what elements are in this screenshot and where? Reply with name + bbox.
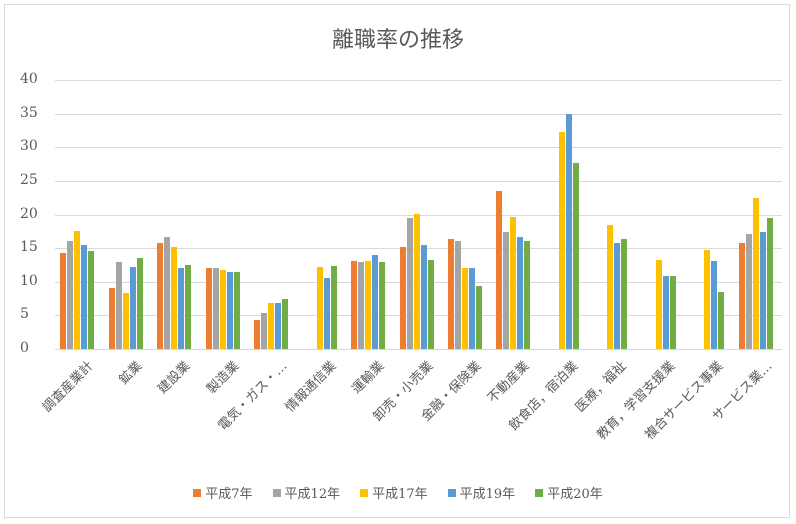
bar[interactable] (330, 265, 337, 349)
y-tick-label: 35 (20, 104, 38, 121)
bar[interactable] (81, 244, 88, 349)
bar[interactable] (413, 213, 420, 349)
gridline (55, 349, 782, 350)
legend-label: 平成19年 (459, 487, 516, 502)
bar[interactable] (759, 231, 766, 349)
bar[interactable] (226, 272, 233, 349)
bar[interactable] (365, 260, 372, 349)
bar[interactable] (115, 262, 122, 349)
y-tick-label: 40 (20, 71, 38, 87)
bar[interactable] (420, 244, 427, 349)
bar[interactable] (655, 260, 662, 349)
bar[interactable] (136, 258, 143, 349)
bar[interactable] (621, 238, 628, 349)
bar[interactable] (503, 231, 510, 349)
bar[interactable] (88, 250, 95, 349)
gridline (55, 147, 782, 149)
bar[interactable] (67, 240, 74, 349)
y-tick-label: 15 (20, 239, 38, 256)
bar[interactable] (108, 288, 115, 349)
bar[interactable] (261, 313, 268, 349)
bar[interactable] (427, 259, 434, 349)
legend-swatch-icon (447, 488, 456, 497)
bar[interactable] (372, 254, 379, 349)
bar[interactable] (164, 236, 171, 349)
bar[interactable] (60, 252, 67, 349)
y-tick-label: 30 (20, 138, 38, 155)
bar[interactable] (275, 303, 282, 349)
bar[interactable] (524, 240, 531, 349)
bar[interactable] (351, 260, 358, 349)
y-tick-label: 10 (20, 272, 38, 289)
bar[interactable] (205, 268, 212, 349)
bar[interactable] (572, 163, 579, 349)
legend: 平成7年 平成12年 平成17年 平成19年 平成20年 (0, 483, 796, 502)
bar[interactable] (711, 260, 718, 349)
bar[interactable] (129, 266, 136, 349)
bar[interactable] (468, 268, 475, 349)
bar[interactable] (704, 250, 711, 349)
legend-item[interactable]: 平成19年 (447, 483, 516, 502)
legend-label: 平成20年 (547, 487, 603, 502)
bar[interactable] (74, 230, 81, 349)
bar[interactable] (607, 224, 614, 349)
bar[interactable] (766, 217, 773, 349)
bar[interactable] (738, 242, 745, 349)
bar[interactable] (212, 267, 219, 349)
bar[interactable] (669, 276, 676, 349)
bar[interactable] (323, 278, 330, 349)
legend-swatch-icon (272, 488, 281, 497)
gridline (55, 180, 782, 182)
bar[interactable] (157, 242, 164, 349)
bar[interactable] (565, 113, 572, 349)
bar[interactable] (379, 262, 386, 349)
legend-item[interactable]: 平成17年 (360, 483, 428, 502)
bar[interactable] (662, 276, 669, 349)
gridline (55, 113, 782, 115)
bar[interactable] (178, 268, 185, 349)
bar[interactable] (461, 268, 468, 349)
bar[interactable] (745, 234, 752, 349)
legend-swatch-icon (193, 488, 202, 497)
bar[interactable] (558, 131, 565, 349)
legend-label: 平成12年 (284, 487, 341, 502)
bar[interactable] (517, 236, 524, 349)
chart-frame (4, 4, 790, 518)
bar[interactable] (447, 238, 454, 349)
bar[interactable] (268, 303, 275, 349)
bar[interactable] (316, 266, 323, 349)
y-tick-label: 20 (20, 205, 38, 222)
bar[interactable] (752, 198, 759, 349)
legend-label: 平成17年 (372, 487, 428, 502)
bar[interactable] (399, 246, 406, 349)
legend-item[interactable]: 平成7年 (193, 483, 253, 502)
bar[interactable] (614, 242, 621, 349)
bar[interactable] (171, 246, 178, 349)
y-tick-label: 5 (20, 306, 29, 323)
chart-title: 離職率の推移 (331, 28, 464, 53)
legend-swatch-icon (360, 488, 369, 497)
bar[interactable] (185, 264, 192, 349)
bar[interactable] (454, 240, 461, 349)
bar[interactable] (254, 320, 261, 349)
bar[interactable] (718, 291, 725, 349)
bar[interactable] (233, 272, 240, 349)
bar[interactable] (122, 292, 129, 349)
legend-label: 平成7年 (205, 487, 253, 502)
bar[interactable] (496, 190, 503, 349)
bar[interactable] (475, 286, 482, 349)
legend-swatch-icon (535, 488, 544, 497)
bar[interactable] (282, 298, 289, 349)
gridline (55, 80, 782, 81)
bar[interactable] (358, 262, 365, 349)
bar[interactable] (219, 270, 226, 349)
bar[interactable] (406, 217, 413, 349)
legend-item[interactable]: 平成20年 (535, 483, 603, 502)
bar[interactable] (510, 216, 517, 349)
y-tick-label: 0 (20, 340, 29, 356)
y-tick-label: 25 (20, 171, 38, 188)
legend-item[interactable]: 平成12年 (272, 483, 341, 502)
